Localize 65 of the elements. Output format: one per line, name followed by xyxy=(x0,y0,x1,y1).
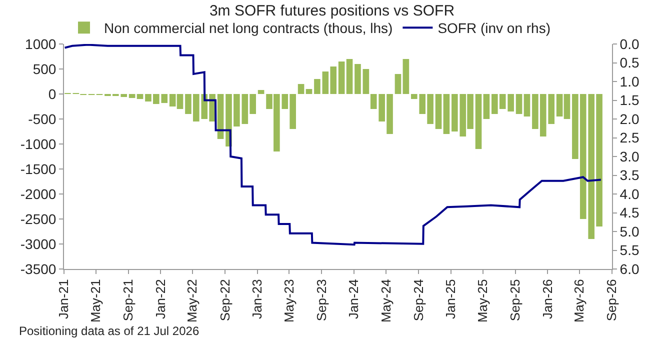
x-tick-label: Jan-24 xyxy=(346,279,362,319)
y2-tick-label: 6.0 xyxy=(620,260,640,277)
y2-tick-label: 4.5 xyxy=(620,204,640,221)
chart-title: 3m SOFR futures positions vs SOFR xyxy=(209,2,455,20)
y2-tick-label: 2.5 xyxy=(620,130,640,146)
bar xyxy=(516,94,522,114)
x-tick-label: Jan-21 xyxy=(56,279,72,319)
legend-label: Non commercial net long contracts (thous, lhs) xyxy=(104,20,393,36)
x-tick-label: May-22 xyxy=(184,279,200,323)
y2-tick-label: 5.0 xyxy=(620,223,640,240)
bar xyxy=(306,89,312,94)
x-tick-label: Sep-23 xyxy=(314,279,329,322)
y-tick-label: 1000 xyxy=(25,36,56,52)
x-tick-label: Sep-24 xyxy=(410,279,426,322)
y2-tick-label: 0.5 xyxy=(620,54,640,71)
bar xyxy=(483,94,490,119)
bar xyxy=(402,59,410,94)
bar xyxy=(524,94,530,116)
bar xyxy=(362,69,370,94)
x-tick-label: May-23 xyxy=(281,279,296,323)
x-tick-label: Jan-23 xyxy=(250,279,265,319)
bar xyxy=(443,94,450,134)
y-tick-label: -2000 xyxy=(20,186,56,202)
x-tick-label: Jan-22 xyxy=(152,279,168,319)
y2-tick-label: 5.5 xyxy=(620,242,640,258)
bar xyxy=(298,84,304,94)
bar xyxy=(136,94,144,99)
bar xyxy=(338,62,345,94)
y2-tick-label: 0.0 xyxy=(620,36,640,52)
y-tick-label: 500 xyxy=(32,60,56,77)
y2-tick-label: 4.0 xyxy=(620,186,640,202)
y2-tick-label: 1.0 xyxy=(620,73,640,90)
y-tick-label: -3000 xyxy=(20,236,56,252)
y-tick-label: 0 xyxy=(48,86,56,102)
bar xyxy=(346,59,353,94)
bar xyxy=(394,74,402,94)
x-tick-label: Sep-25 xyxy=(508,279,523,322)
bar xyxy=(258,90,264,94)
x-tick-label: Jan-26 xyxy=(540,279,555,319)
bar xyxy=(128,94,136,98)
line-series xyxy=(64,44,602,246)
x-tick-label: May-25 xyxy=(474,279,490,323)
x-tick-label: Jan-25 xyxy=(443,279,458,319)
text: Positioning data as of 21 Jul 2026 xyxy=(19,324,200,338)
x-tick-label: Sep-26 xyxy=(604,279,620,322)
x-tick-label: May-21 xyxy=(88,279,104,323)
y2-tick-label: 2.0 xyxy=(620,110,640,127)
bar xyxy=(354,64,361,94)
y2-tick-label: 3.5 xyxy=(620,167,640,184)
y2-tick-label: 3.0 xyxy=(620,148,640,164)
bar xyxy=(217,94,224,139)
legend-label: SOFR (inv on rhs) xyxy=(438,20,550,36)
x-tick-label: Sep-21 xyxy=(120,279,136,322)
y-tick-label: -1000 xyxy=(20,136,56,152)
x-tick-label: Sep-22 xyxy=(217,279,232,322)
bar xyxy=(475,94,482,149)
x-tick-label: May-26 xyxy=(572,279,587,323)
bar xyxy=(314,79,320,94)
y-tick-label: -1500 xyxy=(20,160,56,177)
y-tick-label: -3500 xyxy=(20,260,56,277)
x-tick-label: May-24 xyxy=(378,279,394,323)
y-tick-label: -500 xyxy=(28,110,56,127)
bar xyxy=(435,94,442,129)
y2-tick-label: 1.5 xyxy=(620,92,640,108)
y-tick-label: -2500 xyxy=(20,210,56,227)
